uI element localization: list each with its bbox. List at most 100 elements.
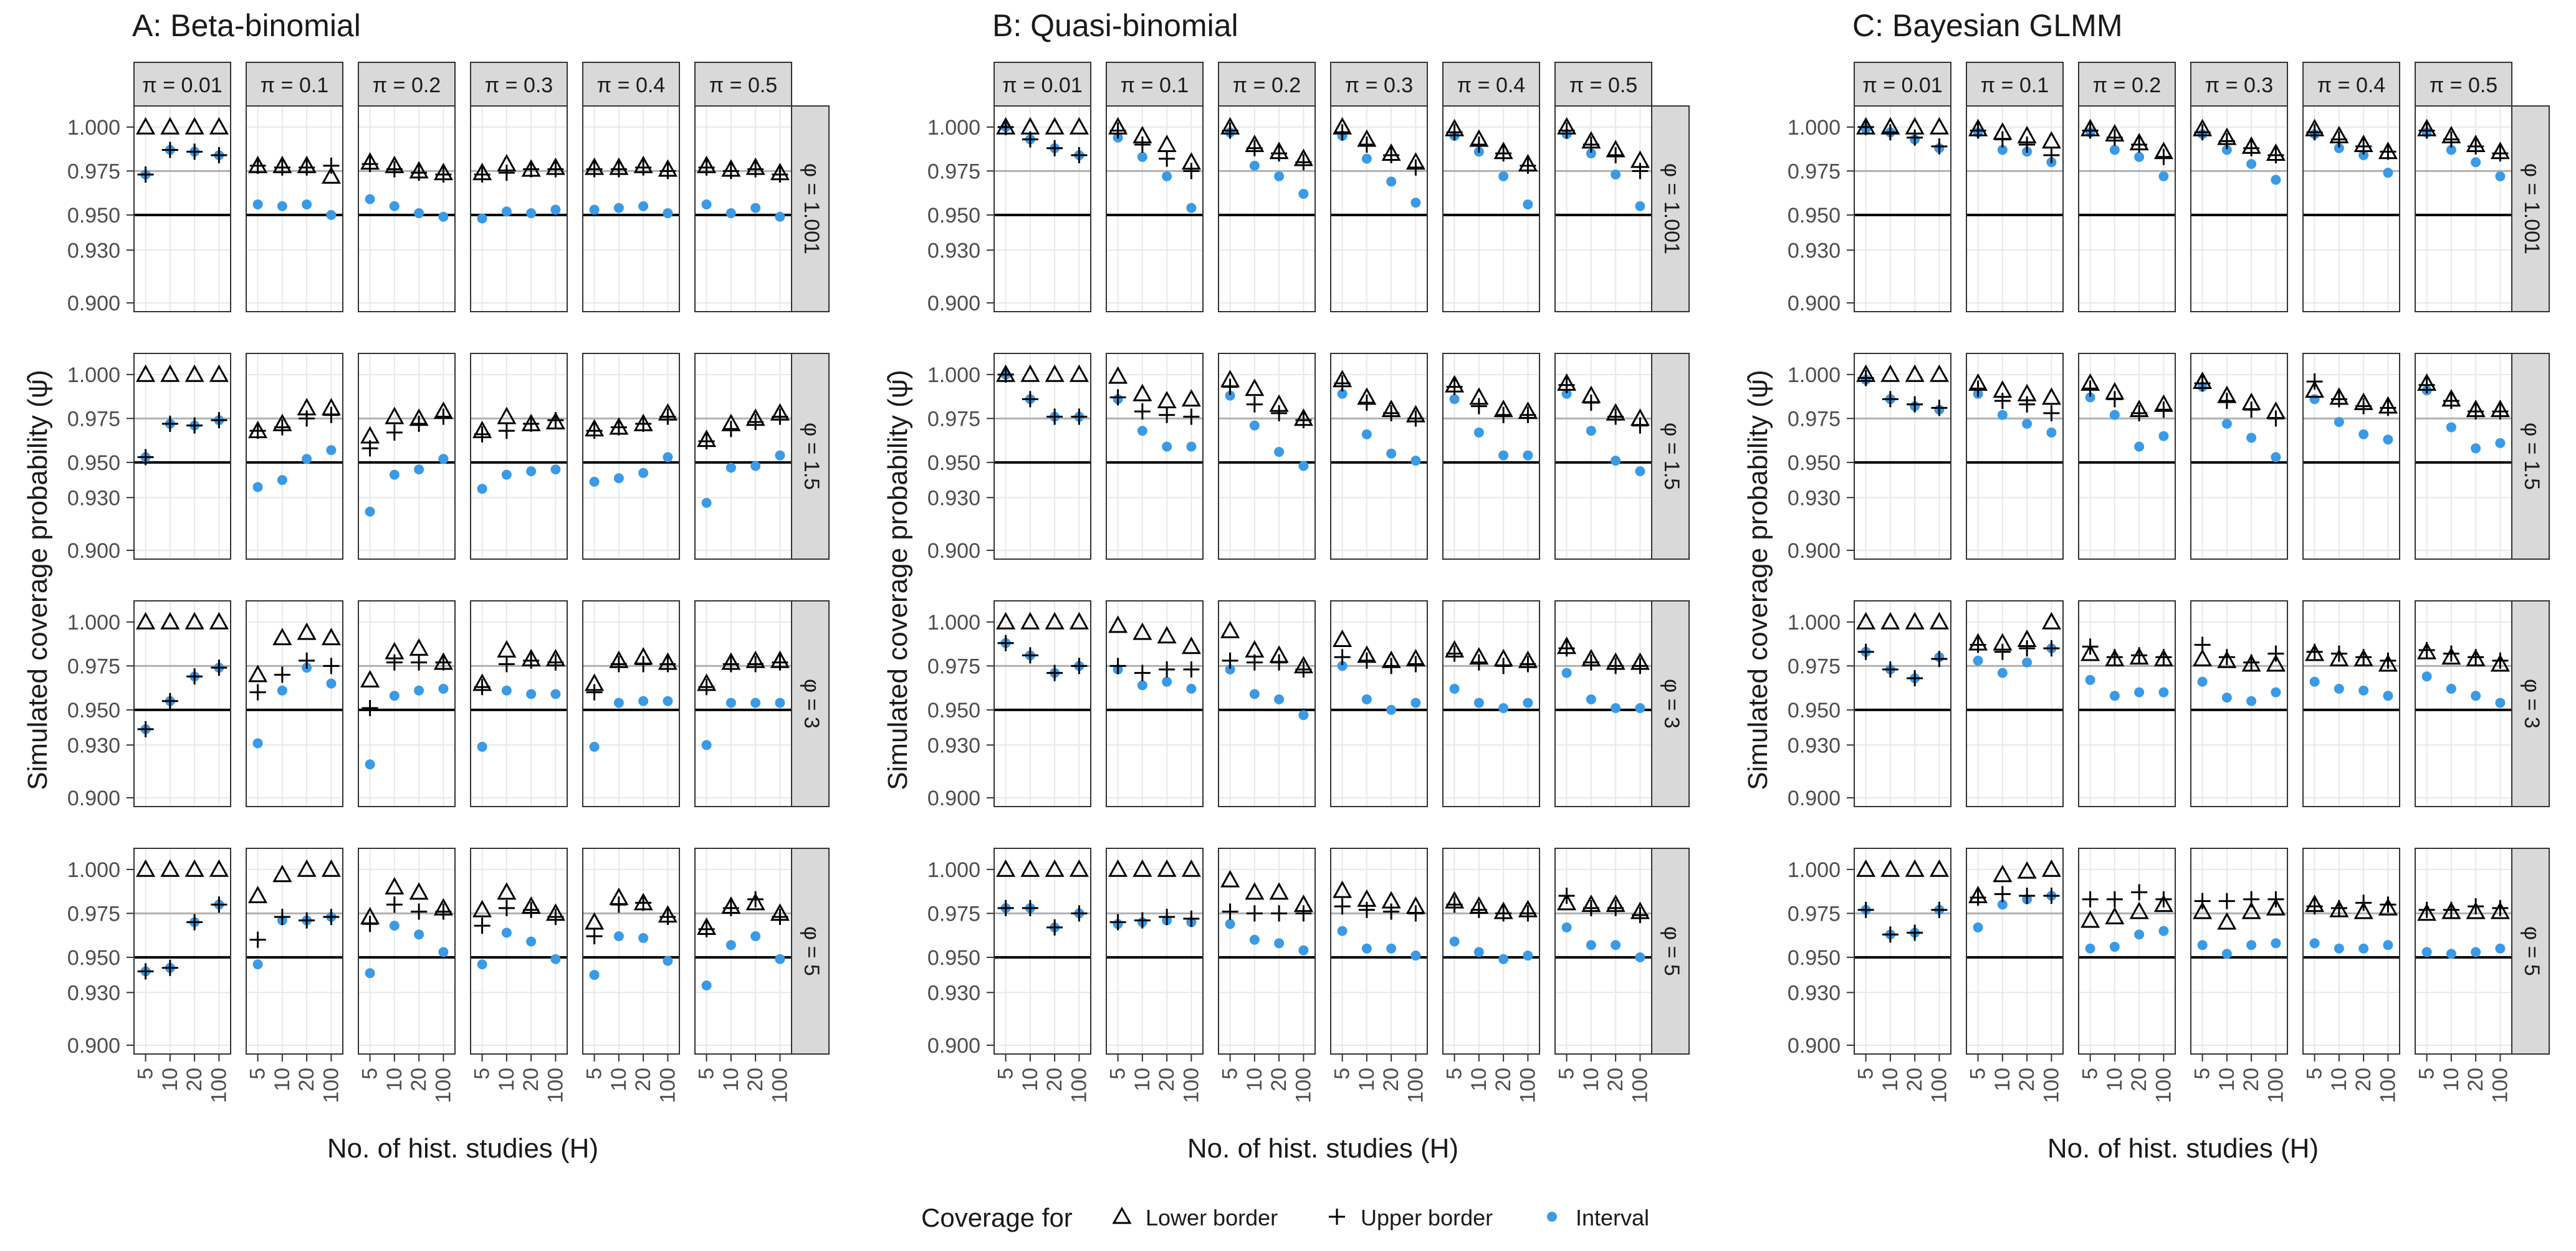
upper-border-point — [1358, 137, 1375, 153]
panel-r3-c5: 5 10 20 100 — [2415, 848, 2512, 1103]
panel-border — [246, 600, 343, 807]
panel-border — [246, 848, 343, 1055]
panel-r0-c2 — [1218, 105, 1316, 312]
interval-point — [2383, 940, 2393, 951]
panel-r0-c4 — [582, 105, 680, 312]
upper-border-point — [2043, 640, 2060, 657]
upper-border-point — [722, 656, 739, 673]
upper-border-point — [1046, 919, 1063, 936]
y-tick-label: 0.975 — [927, 407, 980, 431]
interval-point — [1361, 943, 1372, 954]
upper-border-point — [1246, 140, 1263, 156]
upper-border-point — [2218, 133, 2235, 150]
col-facet-strip — [246, 62, 343, 107]
legend-title: Coverage for — [921, 1203, 1073, 1232]
panel-background — [1555, 848, 1652, 1054]
row-facet-strip — [1651, 353, 1690, 560]
upper-border-point — [1907, 670, 1923, 687]
upper-border-point — [747, 656, 764, 673]
y-tick-label: 0.900 — [67, 1034, 120, 1058]
upper-border-point — [2043, 405, 2060, 421]
upper-border-point — [2019, 137, 2036, 153]
row-facet-strip — [2511, 600, 2550, 807]
upper-border-point — [1994, 886, 2011, 903]
panel-border — [2078, 848, 2176, 1055]
upper-border-point — [474, 426, 491, 443]
panel-r3-c5: 5 10 20 100 — [1554, 848, 1652, 1103]
panel-r3-c0: 5 10 20 100 — [1854, 848, 1951, 1103]
interval-point — [2197, 940, 2208, 951]
interval-point — [1298, 189, 1309, 199]
col-facet-strip — [358, 62, 456, 107]
lower-border-point — [2105, 648, 2125, 666]
x-tick-label: 5 — [2303, 1068, 2327, 1080]
interval-point — [750, 697, 761, 708]
panel-background — [2415, 353, 2512, 559]
x-tick-label: 10 — [719, 1068, 743, 1091]
panel-border — [1554, 848, 1652, 1055]
upper-border-point — [2306, 124, 2323, 141]
upper-border-point — [2082, 380, 2099, 397]
panel-background — [471, 848, 567, 1054]
upper-border-point — [1183, 910, 1200, 927]
upper-border-point — [2267, 410, 2284, 427]
upper-border-point — [1607, 146, 1624, 163]
interval-point — [2158, 431, 2169, 441]
upper-border-point — [586, 161, 603, 178]
upper-border-point — [635, 159, 652, 176]
interval-point — [277, 685, 287, 696]
panel-background — [1854, 848, 1951, 1054]
upper-border-point — [2355, 138, 2372, 155]
x-tick-label: 5 — [994, 1068, 1018, 1080]
panel-r1-c3 — [470, 353, 568, 560]
panel-background — [471, 601, 567, 807]
panel-background — [1331, 353, 1427, 559]
panel-r2-c4 — [582, 600, 680, 807]
panel-border — [2078, 600, 2176, 807]
interval-point — [1561, 922, 1572, 932]
interval-point — [1449, 394, 1460, 405]
interval-point — [2134, 441, 2145, 452]
row-facet-label: φ = 1.001 — [2520, 163, 2544, 254]
upper-border-point — [1970, 636, 1986, 653]
upper-border-point — [1358, 652, 1375, 669]
lower-border-point — [2041, 611, 2061, 630]
interval-point — [2446, 949, 2456, 959]
x-tick-label: 5 — [358, 1068, 382, 1080]
interval-point — [438, 684, 449, 694]
x-tick-label: 5 — [1555, 1068, 1579, 1080]
lower-border-point — [2041, 859, 2061, 877]
col-facet-label: π = 0.5 — [1569, 74, 1637, 97]
y-tick-label: 0.950 — [67, 699, 120, 722]
upper-border-point — [1882, 926, 1898, 943]
row-facet-label: φ = 3 — [800, 679, 823, 729]
upper-border-point — [1071, 146, 1088, 163]
upper-border-point — [1882, 391, 1898, 408]
upper-border-point — [1558, 888, 1575, 904]
interval-point — [2471, 947, 2481, 957]
interval-point — [1523, 951, 1533, 961]
upper-border-point — [523, 652, 540, 669]
panel-border — [1330, 353, 1428, 560]
interval-point — [2221, 693, 2232, 703]
col-facet-label: π = 0.01 — [142, 74, 222, 97]
upper-border-point — [747, 161, 764, 178]
upper-border-point — [1495, 406, 1512, 423]
interval-point — [477, 213, 487, 224]
lower-border-point — [297, 622, 317, 640]
upper-border-point — [747, 891, 764, 908]
interval-point — [725, 940, 736, 951]
upper-border-point — [2418, 376, 2435, 393]
y-tick-label: 0.975 — [1788, 902, 1841, 926]
panel-border — [358, 105, 456, 312]
upper-border-point — [362, 700, 378, 717]
x-tick-label: 10 — [1131, 1068, 1154, 1091]
panel-border — [2190, 848, 2288, 1055]
panel-r2-c3 — [1330, 600, 1428, 807]
upper-border-point — [1183, 661, 1200, 678]
lower-border-point — [2466, 901, 2486, 919]
panel-background — [2191, 848, 2287, 1054]
lower-border-point — [209, 859, 229, 877]
interval-point — [1473, 947, 1484, 957]
upper-border-point — [411, 165, 428, 181]
